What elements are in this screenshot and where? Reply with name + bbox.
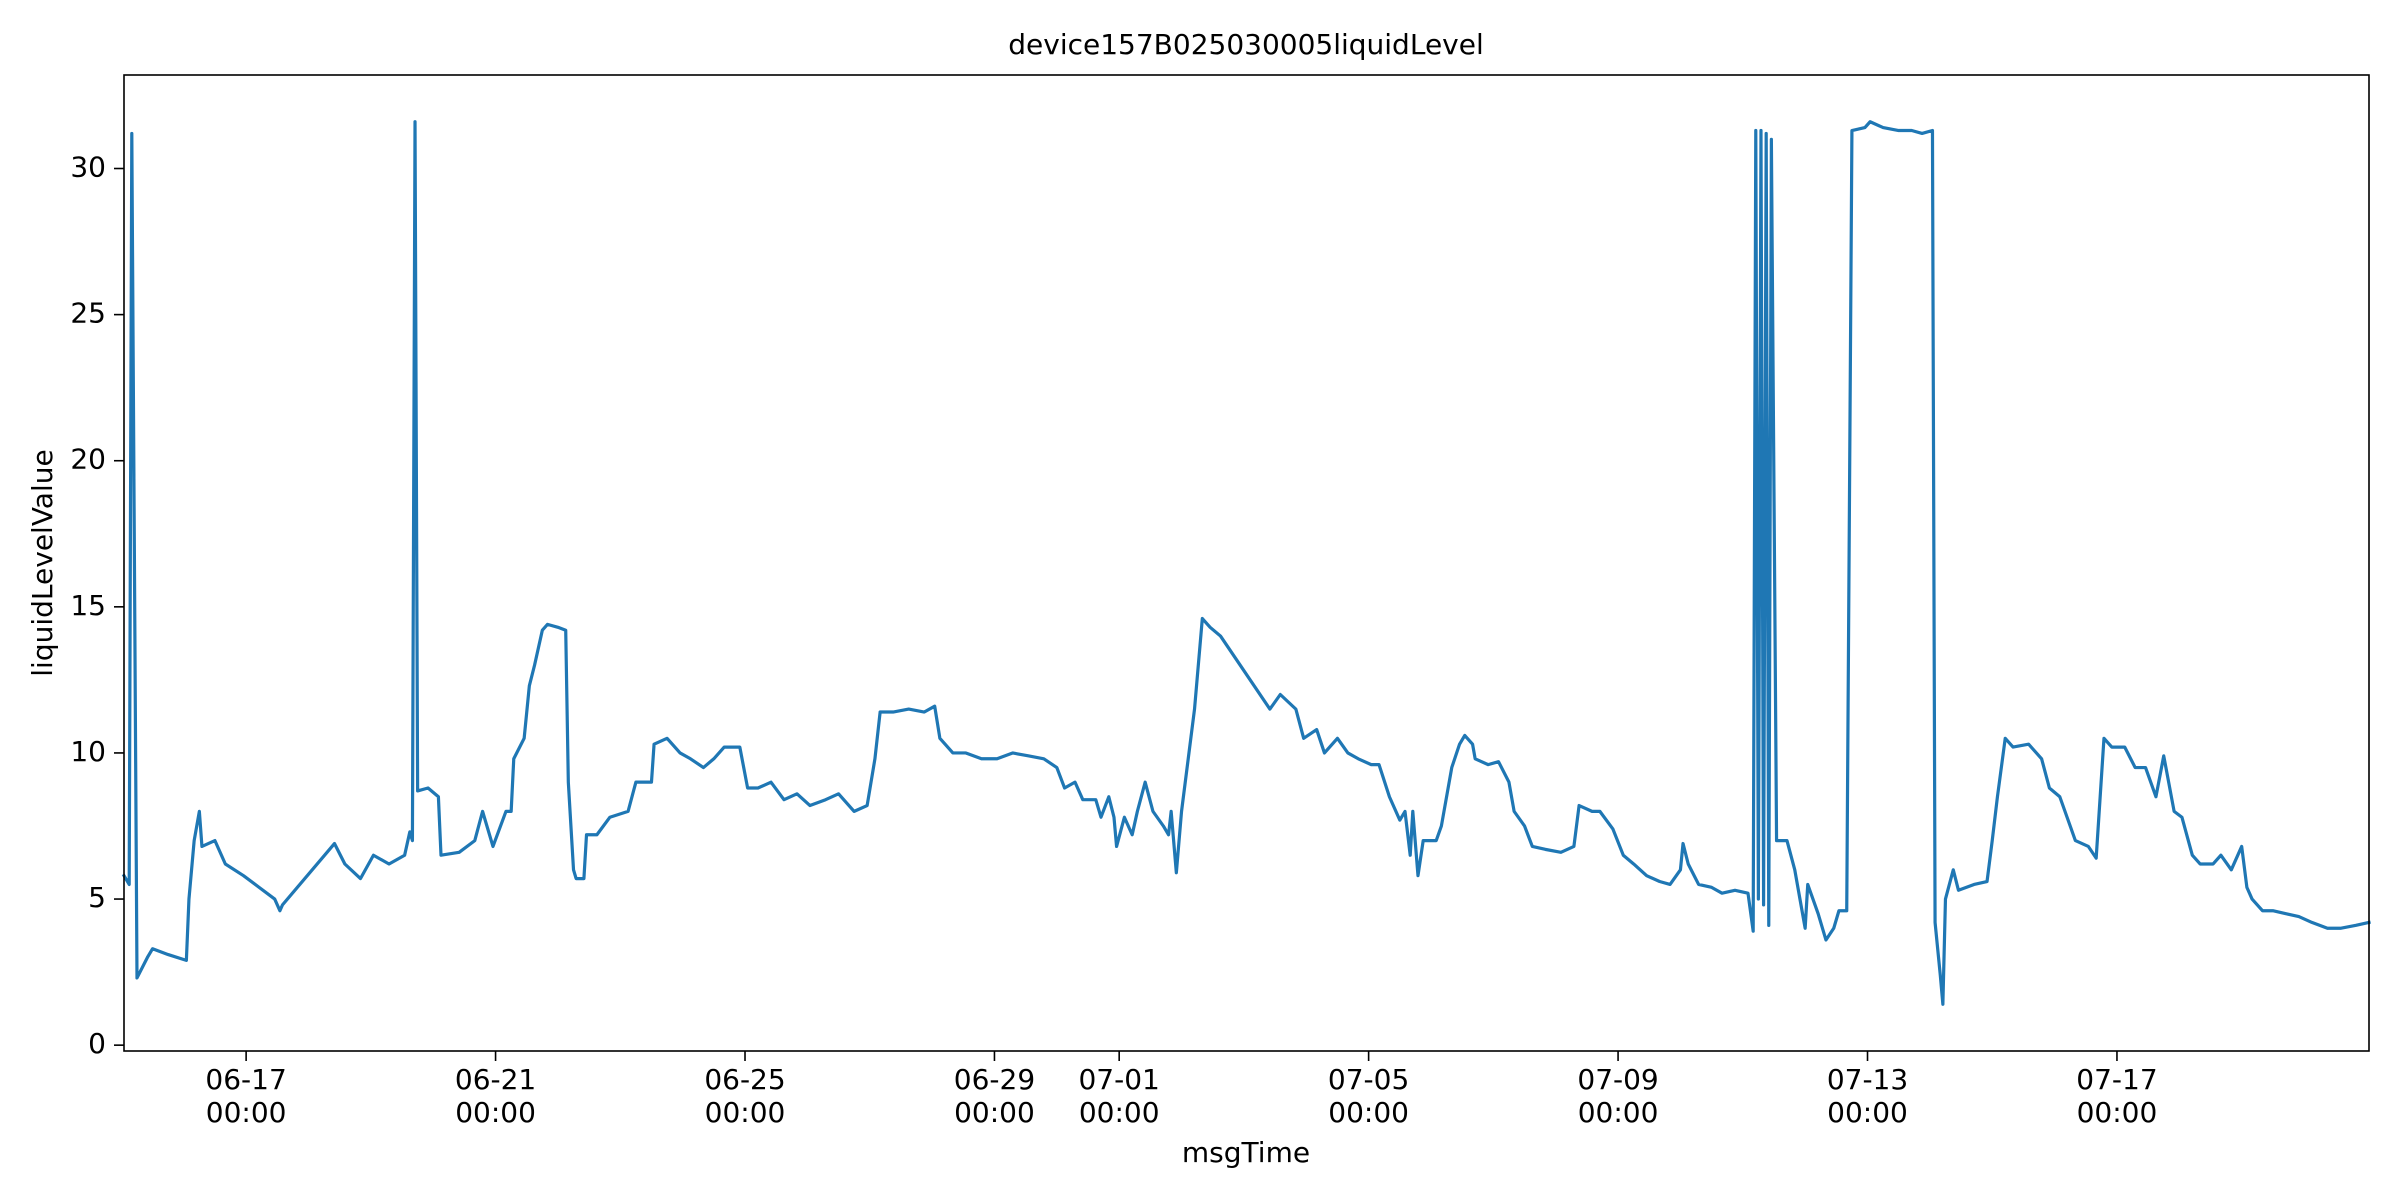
x-axis-label: msgTime: [1182, 1136, 1310, 1169]
y-tick-label: 20: [70, 443, 106, 476]
x-tick-label: 06-17 00:00: [205, 1063, 286, 1129]
x-tick-label-line: 07-01: [1078, 1063, 1159, 1096]
x-tick-label-line: 00:00: [954, 1096, 1035, 1129]
x-tick-label: 07-01 00:00: [1078, 1063, 1159, 1129]
x-tick-label-line: 00:00: [2077, 1096, 2158, 1129]
y-tick-label: 25: [70, 297, 106, 330]
x-tick-label-line: 06-29: [954, 1063, 1035, 1096]
y-tick-label: 0: [88, 1027, 106, 1060]
x-tick-label: 07-09 00:00: [1577, 1063, 1658, 1129]
x-tick-label: 06-25 00:00: [704, 1063, 785, 1129]
x-tick-label-line: 00:00: [206, 1096, 287, 1129]
x-tick-label-line: 07-13: [1827, 1063, 1908, 1096]
x-tick-label-line: 06-17: [205, 1063, 286, 1096]
x-tick-label-line: 00:00: [1578, 1096, 1659, 1129]
x-tick-label: 07-05 00:00: [1328, 1063, 1409, 1129]
x-tick-label: 06-21 00:00: [455, 1063, 536, 1129]
x-tick-label: 07-17 00:00: [2076, 1063, 2157, 1129]
x-tick-label: 07-13 00:00: [1827, 1063, 1908, 1129]
plot-frame: [123, 74, 2370, 1052]
x-tick-label-line: 00:00: [1328, 1096, 1409, 1129]
x-tick-label-line: 06-25: [704, 1063, 785, 1096]
x-tick-label-line: 00:00: [1827, 1096, 1908, 1129]
x-tick-label-line: 00:00: [705, 1096, 786, 1129]
x-tick-label-line: 07-09: [1577, 1063, 1658, 1096]
data-line: [121, 120, 2371, 1006]
y-tick-label: 5: [88, 881, 106, 914]
y-tick-label: 30: [70, 151, 106, 184]
y-tick-label: 10: [70, 735, 106, 768]
x-tick-label: 06-29 00:00: [954, 1063, 1035, 1129]
y-tick-label: 15: [70, 589, 106, 622]
x-tick-label-line: 07-05: [1328, 1063, 1409, 1096]
x-tick-label-line: 00:00: [455, 1096, 536, 1129]
x-tick-label-line: 06-21: [455, 1063, 536, 1096]
x-tick-label-line: 07-17: [2076, 1063, 2157, 1096]
y-axis-label: liquidLevelValue: [26, 449, 59, 676]
chart-title: device157B025030005liquidLevel: [1008, 28, 1484, 61]
x-tick-label-line: 00:00: [1079, 1096, 1160, 1129]
